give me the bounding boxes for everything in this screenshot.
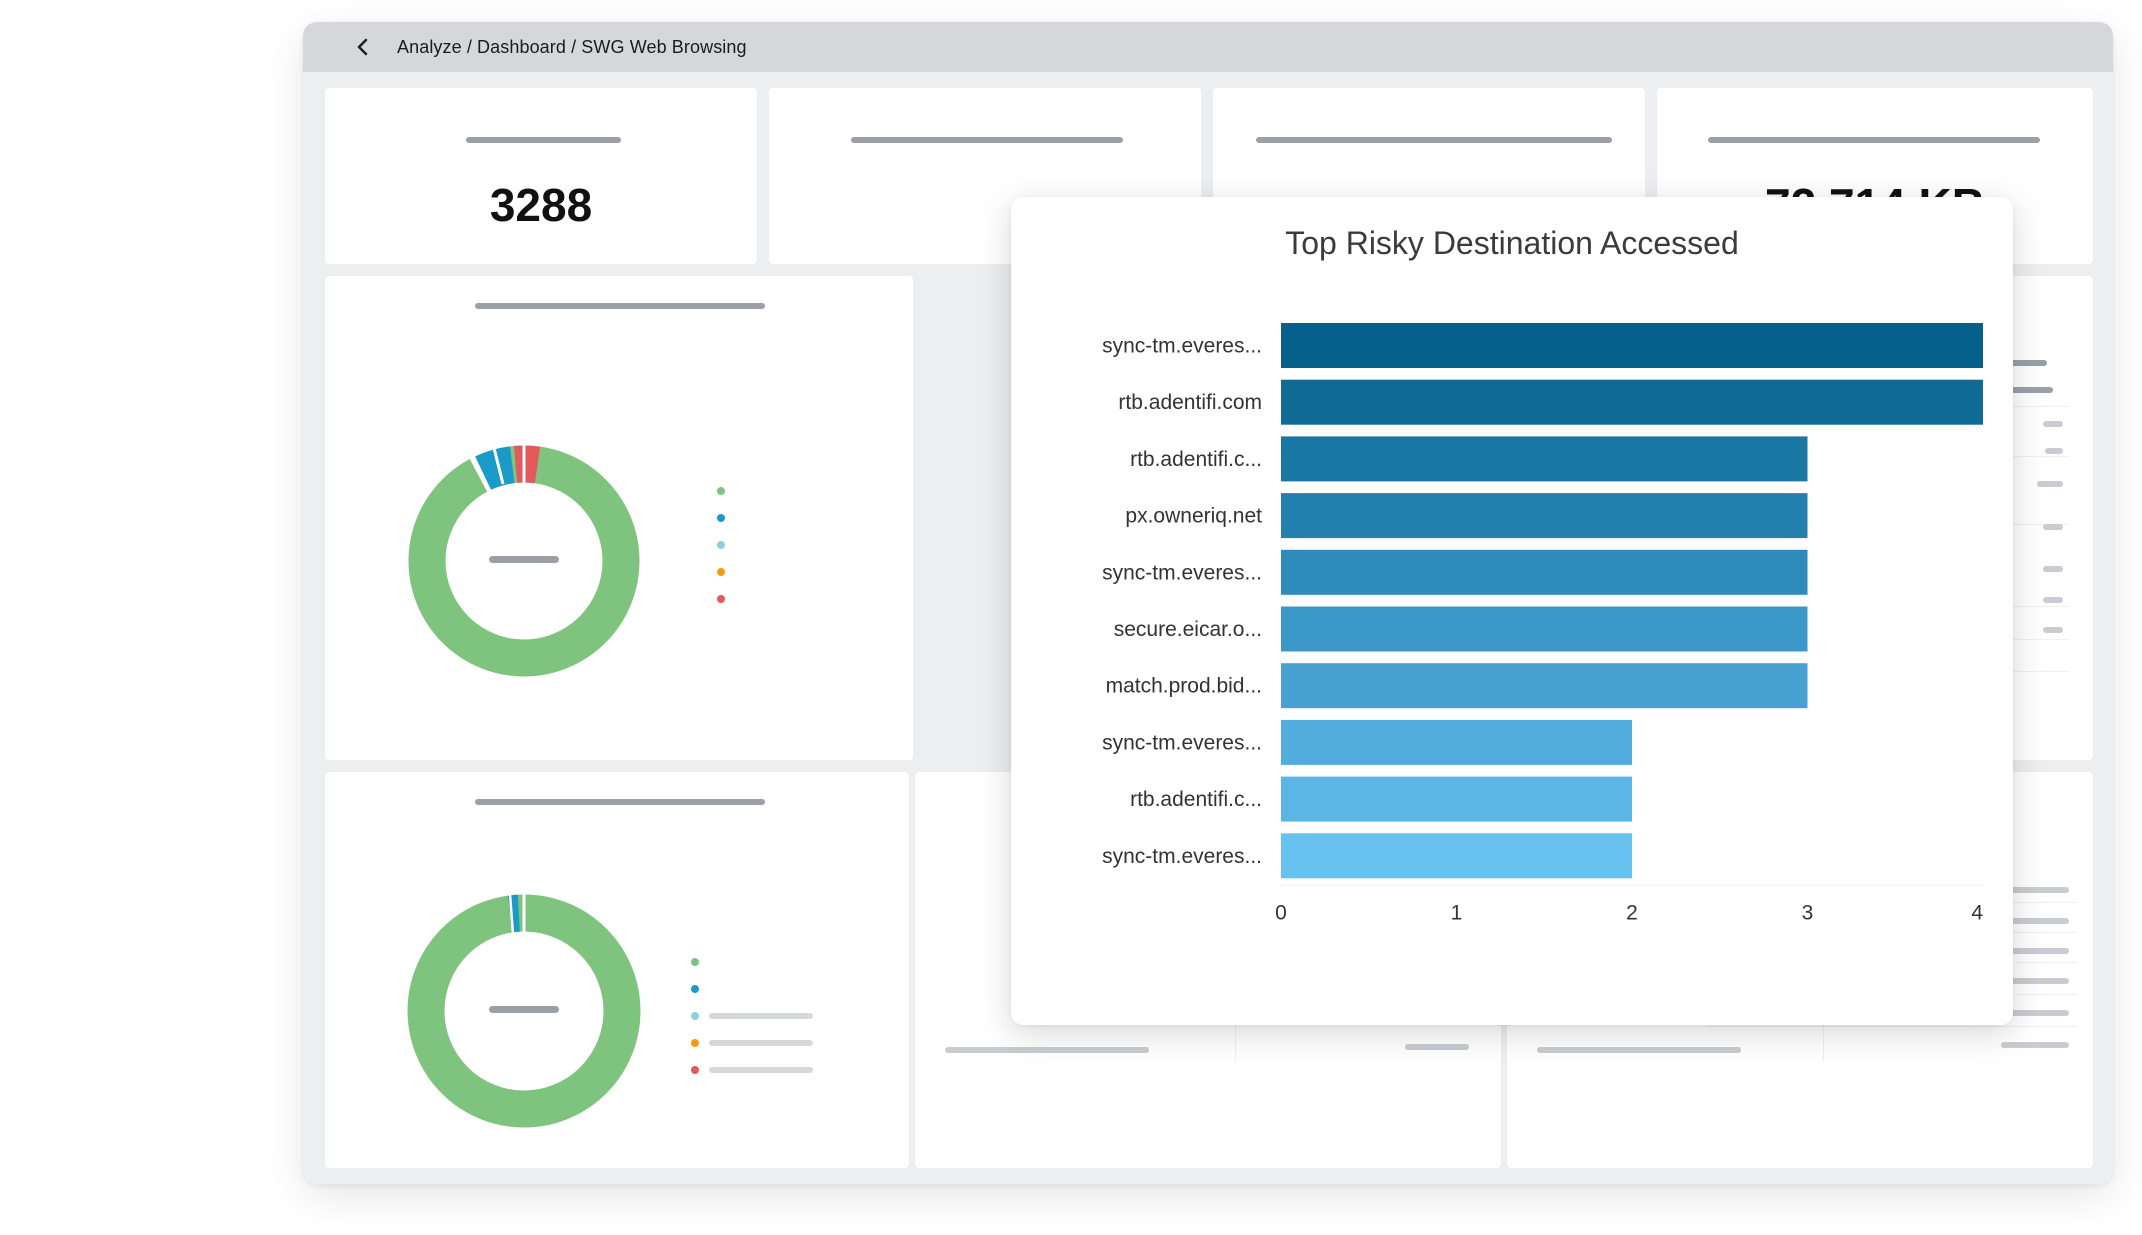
breadcrumb: Analyze / Dashboard / SWG Web Browsing (397, 36, 747, 57)
legend-dot (691, 1066, 699, 1074)
category-label: px.owneriq.net (1125, 505, 1262, 528)
category-label: sync-tm.everes... (1102, 335, 1262, 358)
kpi-card-2 (769, 88, 1201, 264)
title-bar: Analyze / Dashboard / SWG Web Browsing (303, 22, 2113, 72)
x-tick-label: 2 (1626, 901, 1638, 924)
donut-chart-1 (408, 444, 640, 677)
legend-dot (691, 958, 699, 966)
legend-dot (717, 514, 725, 522)
chart-bar[interactable] (1281, 323, 1983, 368)
chart-bar[interactable] (1281, 719, 1632, 765)
legend-dot (717, 487, 725, 495)
category-label: rtb.adentifi.c... (1130, 448, 1262, 471)
kpi-label-placeholder (466, 137, 621, 143)
chart-bar[interactable] (1281, 776, 1632, 822)
chart-bar[interactable] (1281, 493, 1808, 539)
kpi-label-placeholder (1256, 137, 1612, 143)
legend-dot (691, 1039, 699, 1047)
donut-card-1 (325, 276, 913, 760)
card-title-placeholder (475, 303, 765, 309)
category-label: sync-tm.everes... (1102, 731, 1262, 754)
x-tick-label: 3 (1802, 901, 1814, 924)
kpi-card-1: 3288 (325, 88, 757, 264)
x-tick-label: 4 (1971, 901, 1983, 924)
legend-dot (717, 568, 725, 576)
card-title-placeholder (475, 799, 765, 805)
back-arrow-icon[interactable] (345, 29, 381, 65)
column-header-placeholder (2003, 387, 2053, 393)
category-label: secure.eicar.o... (1114, 618, 1262, 641)
x-tick-label: 1 (1451, 901, 1463, 924)
chart-bar[interactable] (1281, 549, 1808, 595)
top-risky-destination-chart-card: Top Risky Destination Accessed sync-tm.e… (1011, 197, 2013, 1025)
chart-bar[interactable] (1281, 436, 1808, 482)
category-label: rtb.adentifi.c... (1130, 788, 1262, 811)
category-label: match.prod.bid... (1106, 675, 1262, 698)
chart-bar[interactable] (1281, 663, 1808, 709)
chart-title: Top Risky Destination Accessed (1285, 225, 1739, 261)
bar-chart: sync-tm.everes... rtb.adentifi.com rtb.ade… (1102, 323, 1983, 924)
donut-chart-2 (407, 894, 641, 1128)
chart-bar[interactable] (1281, 833, 1632, 879)
category-label: sync-tm.everes... (1102, 561, 1262, 584)
kpi-value: 3288 (489, 179, 593, 231)
donut-card-2 (325, 772, 909, 1168)
legend-dot (691, 985, 699, 993)
chart-bar[interactable] (1281, 379, 1983, 425)
category-label: rtb.adentifi.com (1118, 391, 1262, 414)
kpi-label-placeholder (1708, 137, 2040, 143)
dashboard-window: Analyze / Dashboard / SWG Web Browsing 3… (303, 22, 2113, 1184)
legend-dot (717, 595, 725, 603)
category-label: sync-tm.everes... (1102, 845, 1262, 868)
chart-bar[interactable] (1281, 606, 1808, 652)
x-tick-label: 0 (1275, 901, 1287, 924)
column-header-placeholder (2003, 360, 2047, 366)
legend-dot (691, 1012, 699, 1020)
legend-dot (717, 541, 725, 549)
kpi-label-placeholder (851, 137, 1123, 143)
